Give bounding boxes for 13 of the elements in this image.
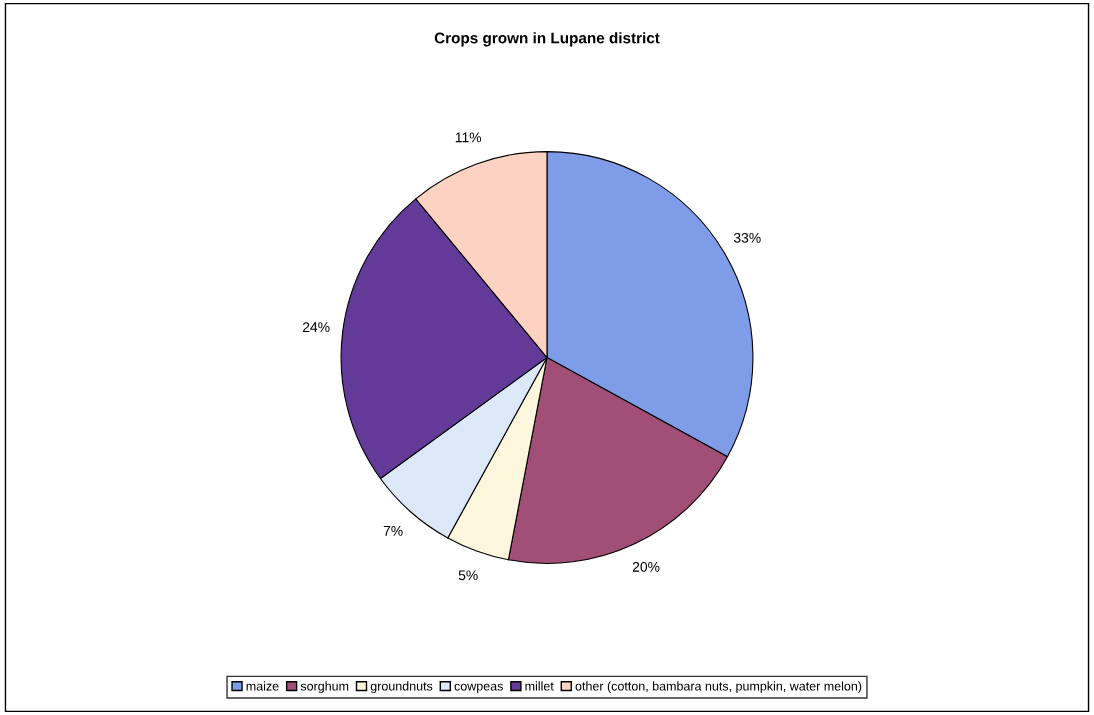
legend-label: millet <box>525 681 554 691</box>
data-label: 33% <box>733 232 761 243</box>
legend-label: sorghum <box>300 681 349 694</box>
data-label: 20% <box>632 561 660 572</box>
data-label: 11% <box>455 132 482 143</box>
legend-label: groundnuts <box>370 681 433 694</box>
chart-title: Crops grown in Lupane district <box>434 32 660 47</box>
data-label: 7% <box>383 526 403 536</box>
data-label: 5% <box>458 570 478 581</box>
data-label: 24% <box>302 322 330 333</box>
legend-label: other (cotton, bambara nuts, pumpkin, water melon) <box>575 681 862 694</box>
legend-label: cowpeas <box>454 683 503 694</box>
legend-label: maize <box>246 681 279 691</box>
